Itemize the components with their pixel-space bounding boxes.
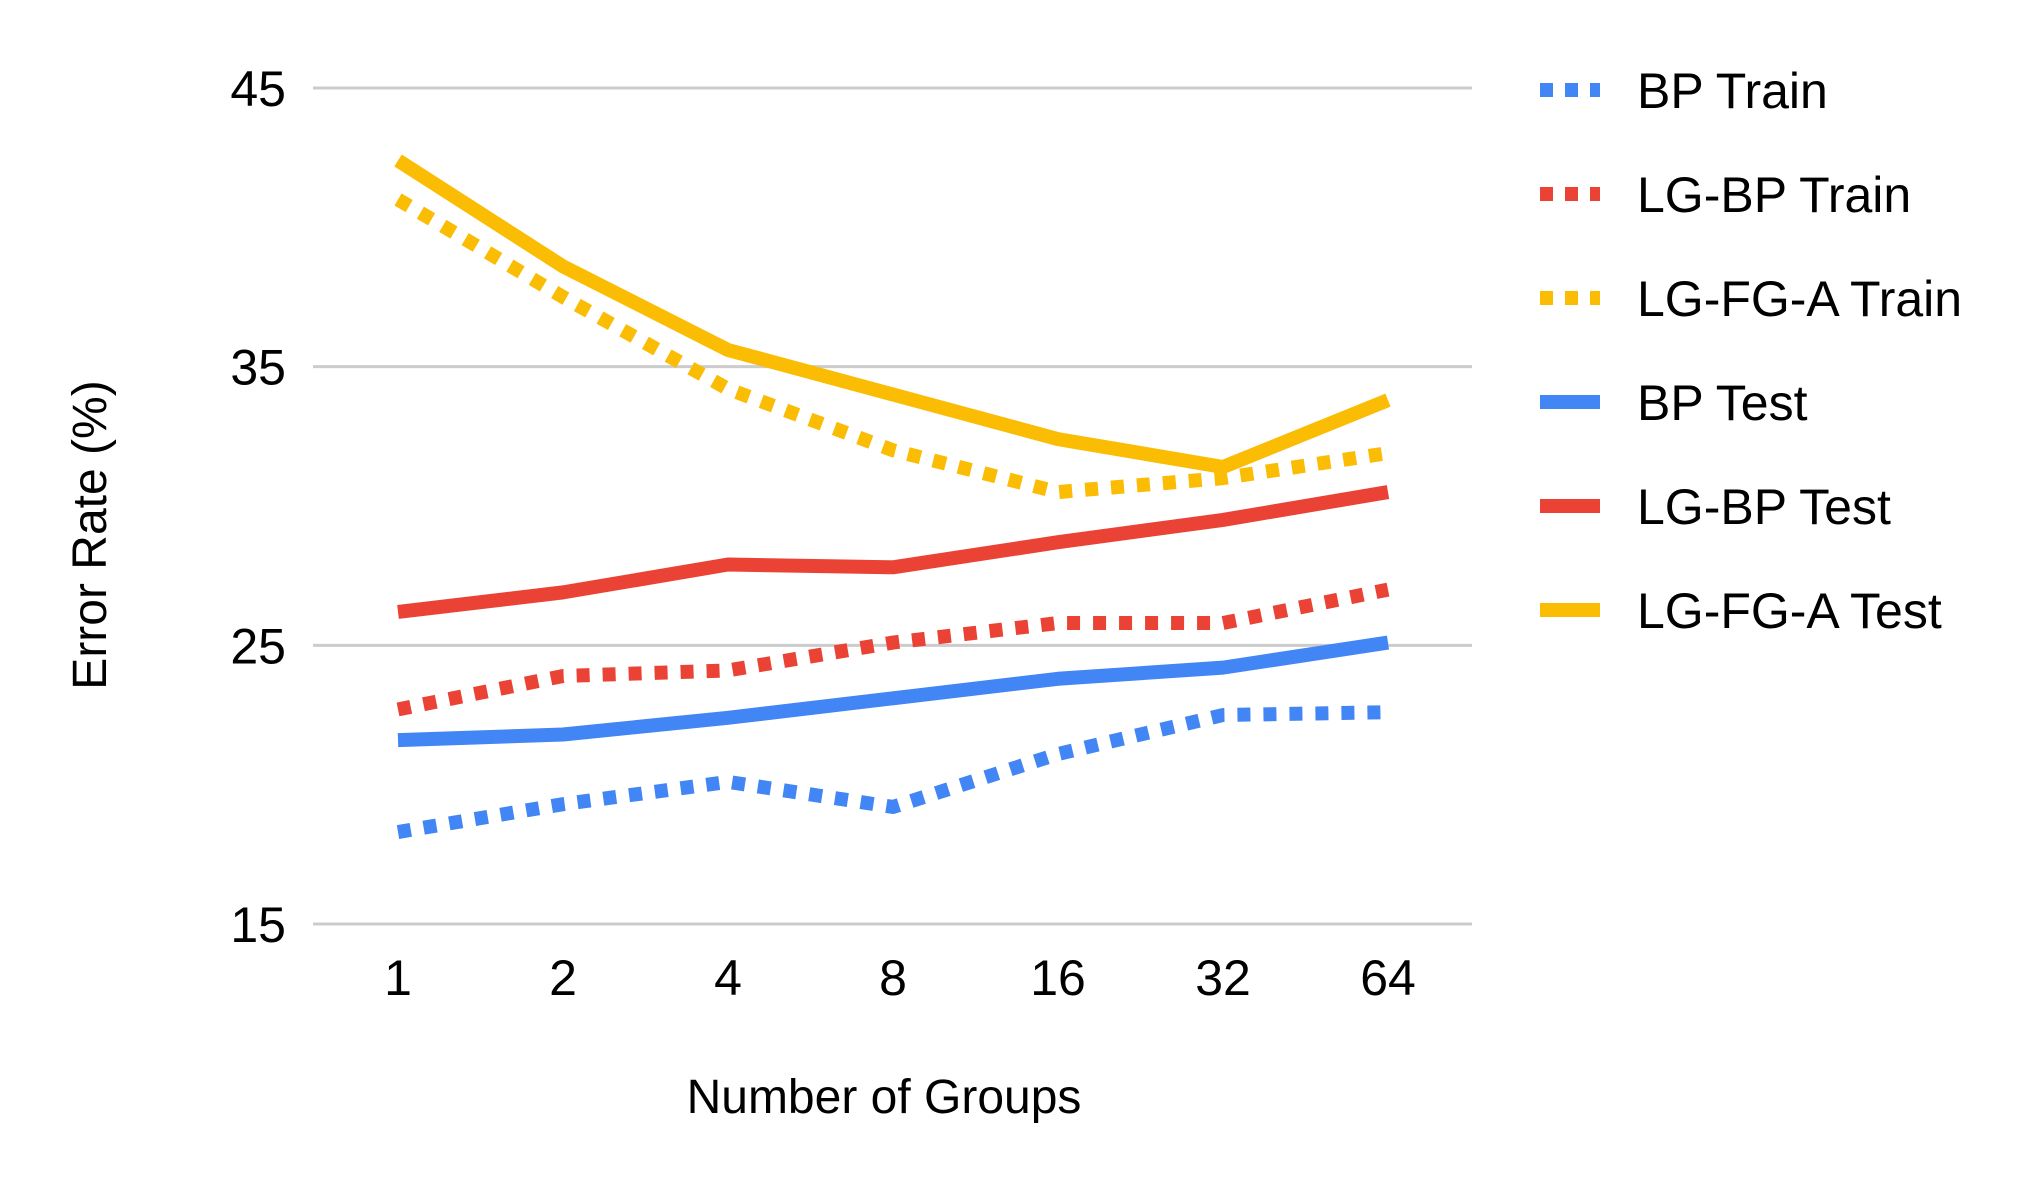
series-line-lg-fg-a-test xyxy=(394,154,1391,474)
y-tick-label: 25 xyxy=(230,618,286,674)
legend-label: LG-BP Test xyxy=(1637,479,1891,535)
series-line-lg-fg-a-train xyxy=(394,193,1390,500)
legend-label: BP Test xyxy=(1637,375,1808,431)
x-tick-label: 32 xyxy=(1195,950,1251,1006)
series-line-bp-test xyxy=(397,635,1390,748)
x-axis-ticks: 1 2 4 8 16 32 64 xyxy=(384,950,1416,1006)
y-axis-title: Error Rate (%) xyxy=(64,380,117,689)
y-tick-label: 15 xyxy=(230,897,286,953)
y-axis-ticks: 15 25 35 45 xyxy=(230,61,286,953)
x-tick-label: 16 xyxy=(1030,950,1086,1006)
x-tick-label: 64 xyxy=(1360,950,1416,1006)
legend: BP Train LG-BP Train LG-FG-A Train BP Test L… xyxy=(1540,63,1962,639)
y-tick-label: 35 xyxy=(230,340,286,396)
legend-label: LG-FG-A Test xyxy=(1637,583,1942,639)
x-tick-label: 8 xyxy=(879,950,907,1006)
legend-label: BP Train xyxy=(1637,63,1828,119)
series-line-bp-train xyxy=(396,705,1389,839)
x-tick-label: 4 xyxy=(714,950,742,1006)
x-axis-title: Number of Groups xyxy=(687,1071,1082,1124)
legend-label: LG-FG-A Train xyxy=(1637,271,1962,327)
y-tick-label: 45 xyxy=(230,61,286,117)
series-line-lg-bp-test xyxy=(397,485,1390,619)
series-layer xyxy=(394,154,1391,839)
x-tick-label: 2 xyxy=(549,950,577,1006)
legend-label: LG-BP Train xyxy=(1637,167,1911,223)
series-line-lg-bp-train xyxy=(396,582,1390,717)
x-tick-label: 1 xyxy=(384,950,412,1006)
